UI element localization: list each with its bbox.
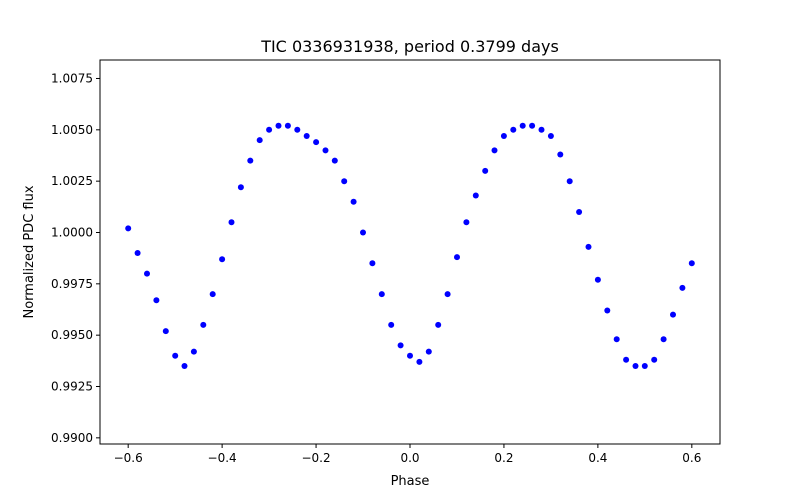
x-axis-ticks: −0.6 −0.4 −0.2 0.0 0.2 0.4 0.6 — [114, 444, 701, 465]
y-tick-label: 0.9975 — [51, 277, 93, 291]
data-point — [463, 219, 470, 226]
data-point — [209, 291, 216, 298]
y-tick-label: 1.0075 — [51, 71, 93, 85]
data-point — [125, 225, 132, 232]
y-tick-label: 1.0050 — [51, 123, 93, 137]
x-tick-label: 0.2 — [494, 451, 513, 465]
data-point — [360, 229, 366, 236]
data-point — [623, 356, 630, 363]
data-point — [181, 363, 188, 369]
data-point — [491, 147, 498, 154]
data-point — [529, 122, 536, 129]
data-point — [331, 157, 338, 164]
data-point — [341, 178, 348, 185]
data-point — [388, 321, 395, 328]
data-point — [679, 284, 686, 291]
data-point — [322, 147, 329, 154]
data-point — [397, 342, 404, 349]
x-tick-label: −0.2 — [301, 451, 330, 465]
data-point — [425, 348, 432, 355]
data-point — [284, 122, 291, 129]
data-points — [125, 122, 695, 369]
data-point — [604, 307, 611, 314]
data-point — [266, 126, 273, 133]
data-point — [134, 250, 141, 256]
data-point — [200, 321, 207, 328]
data-point — [256, 137, 263, 144]
x-tick-label: 0.6 — [682, 451, 701, 465]
plot-area-frame — [99, 59, 721, 445]
data-point — [219, 256, 226, 263]
data-point — [632, 363, 639, 369]
data-point — [153, 297, 160, 304]
data-point — [444, 291, 451, 298]
data-point — [660, 336, 667, 343]
x-tick-label: −0.4 — [208, 451, 237, 465]
data-point — [585, 243, 592, 250]
data-point — [313, 139, 320, 146]
y-tick-label: 0.9950 — [51, 328, 93, 342]
data-point — [566, 178, 573, 185]
x-tick-label: 0.0 — [400, 451, 419, 465]
data-point — [407, 352, 413, 359]
data-point — [162, 328, 169, 335]
data-point — [435, 321, 442, 328]
data-point — [275, 122, 282, 129]
x-tick-label: 0.4 — [588, 451, 607, 465]
data-point — [416, 358, 423, 365]
data-point — [172, 352, 179, 359]
y-tick-label: 0.9925 — [51, 380, 93, 394]
y-tick-label: 1.0000 — [51, 225, 93, 239]
x-tick-label: −0.6 — [114, 451, 143, 465]
data-point — [190, 348, 197, 355]
data-point — [350, 198, 357, 205]
data-point — [144, 270, 150, 277]
data-point — [378, 291, 385, 298]
data-point — [594, 276, 601, 283]
x-axis-label: Phase — [391, 474, 430, 489]
data-point — [472, 192, 479, 199]
data-point — [557, 151, 564, 158]
data-point — [294, 126, 301, 133]
data-point — [670, 311, 676, 318]
data-point — [247, 157, 254, 164]
data-point — [547, 133, 554, 139]
data-point — [688, 260, 695, 267]
y-axis-label: Normalized PDC flux — [22, 185, 37, 318]
y-tick-label: 0.9900 — [51, 431, 93, 445]
data-point — [482, 167, 489, 174]
data-point — [651, 356, 658, 363]
chart-title: TIC 0336931938, period 0.3799 days — [260, 37, 559, 56]
data-point — [538, 126, 545, 133]
data-point — [500, 133, 507, 139]
data-point — [613, 336, 620, 343]
data-point — [303, 133, 310, 139]
y-axis-ticks: 0.9900 0.9925 0.9950 0.9975 1.0000 1.0025 1.00… — [51, 71, 100, 445]
data-point — [641, 363, 648, 369]
data-point — [576, 209, 583, 215]
data-point — [454, 254, 460, 261]
y-tick-label: 1.0025 — [51, 174, 93, 188]
data-point — [369, 260, 376, 267]
data-point — [228, 219, 235, 226]
data-point — [237, 184, 244, 191]
data-point — [510, 126, 517, 133]
data-point — [519, 122, 526, 129]
